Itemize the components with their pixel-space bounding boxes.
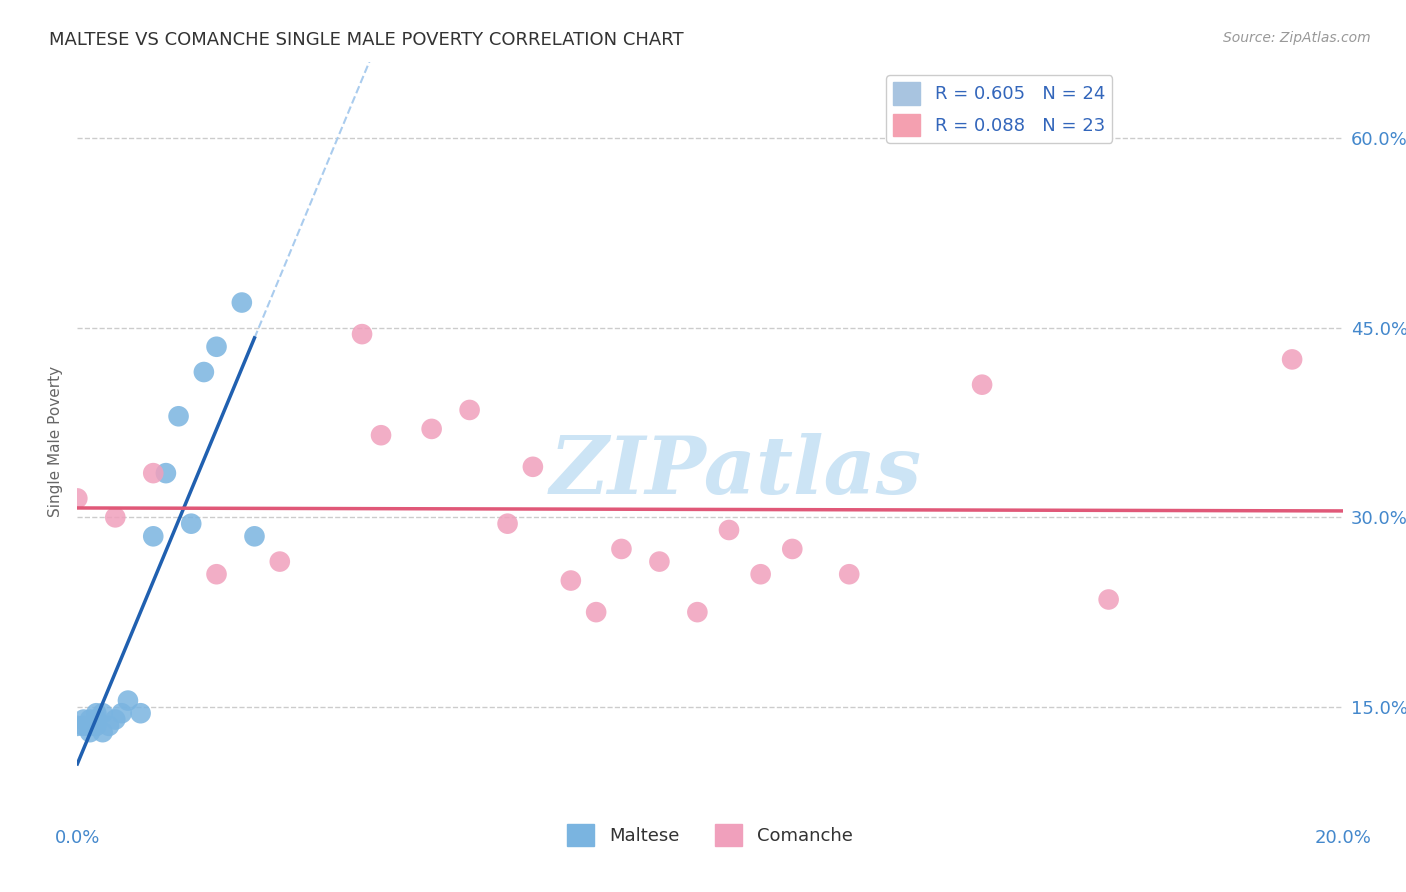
Point bbox=[782, 541, 804, 556]
Point bbox=[648, 555, 671, 569]
Point bbox=[205, 567, 228, 582]
Legend: Maltese, Comanche: Maltese, Comanche bbox=[560, 817, 860, 854]
Point bbox=[231, 295, 253, 310]
Point bbox=[522, 459, 544, 474]
Point bbox=[1281, 352, 1303, 367]
Text: MALTESE VS COMANCHE SINGLE MALE POVERTY CORRELATION CHART: MALTESE VS COMANCHE SINGLE MALE POVERTY … bbox=[49, 31, 683, 49]
Point bbox=[970, 377, 993, 392]
Point bbox=[73, 719, 96, 733]
Point bbox=[269, 555, 291, 569]
Point bbox=[496, 516, 519, 531]
Point bbox=[749, 567, 772, 582]
Point bbox=[98, 719, 120, 733]
Point bbox=[142, 466, 165, 480]
Point bbox=[117, 693, 139, 707]
Point bbox=[560, 574, 582, 588]
Point bbox=[717, 523, 740, 537]
Point bbox=[167, 409, 190, 424]
Point bbox=[205, 340, 228, 354]
Point bbox=[91, 725, 114, 739]
Point bbox=[66, 491, 89, 506]
Point bbox=[79, 713, 101, 727]
Point bbox=[66, 719, 89, 733]
Point bbox=[104, 510, 127, 524]
Point bbox=[91, 706, 114, 721]
Point bbox=[180, 516, 202, 531]
Point bbox=[838, 567, 860, 582]
Point bbox=[420, 422, 443, 436]
Point bbox=[111, 706, 132, 721]
Point bbox=[104, 713, 127, 727]
Point bbox=[73, 713, 96, 727]
Point bbox=[1097, 592, 1119, 607]
Point bbox=[352, 327, 374, 342]
Point bbox=[79, 719, 101, 733]
Point bbox=[458, 403, 481, 417]
Point bbox=[193, 365, 215, 379]
Point bbox=[86, 713, 108, 727]
Point bbox=[86, 719, 108, 733]
Point bbox=[86, 706, 108, 721]
Point bbox=[370, 428, 392, 442]
Point bbox=[142, 529, 165, 543]
Point bbox=[585, 605, 607, 619]
Point bbox=[686, 605, 709, 619]
Text: Source: ZipAtlas.com: Source: ZipAtlas.com bbox=[1223, 31, 1371, 45]
Point bbox=[79, 725, 101, 739]
Point bbox=[243, 529, 266, 543]
Point bbox=[610, 541, 633, 556]
Y-axis label: Single Male Poverty: Single Male Poverty bbox=[48, 366, 63, 517]
Text: ZIPatlas: ZIPatlas bbox=[550, 434, 921, 510]
Point bbox=[155, 466, 177, 480]
Point bbox=[129, 706, 152, 721]
